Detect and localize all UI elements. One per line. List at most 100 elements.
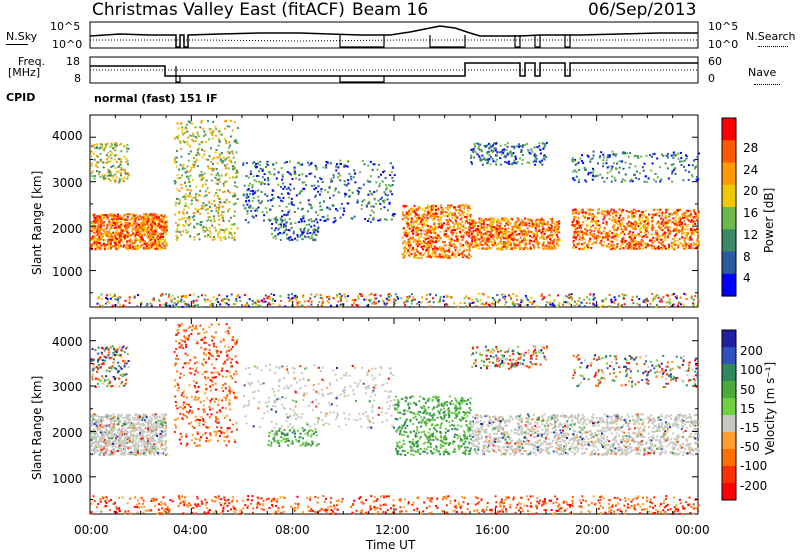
power-cell <box>510 155 513 158</box>
power-cell <box>511 229 514 232</box>
power-cell <box>489 232 492 235</box>
power-cell <box>263 214 266 217</box>
power-cell <box>532 235 535 238</box>
power-cell <box>110 234 113 237</box>
power-cell <box>678 224 681 227</box>
power-cell <box>218 153 221 156</box>
power-cell <box>144 217 147 220</box>
power-cell <box>515 227 518 230</box>
power-cell <box>514 238 517 241</box>
power-cell <box>607 154 610 157</box>
power-cell <box>427 248 430 251</box>
power-cell <box>674 220 677 223</box>
power-cell <box>252 193 255 196</box>
power-cell <box>431 239 433 242</box>
power-cell <box>124 229 127 232</box>
power-cell <box>661 229 664 232</box>
power-cell <box>415 243 418 246</box>
power-cell <box>255 303 258 306</box>
power-cell <box>119 226 122 229</box>
power-cell <box>221 218 224 221</box>
power-cell <box>98 217 101 220</box>
power-cell <box>218 180 221 183</box>
power-cell <box>498 225 501 228</box>
power-cell <box>608 211 611 214</box>
power-cell <box>224 190 226 193</box>
power-cell <box>532 244 535 246</box>
power-cell <box>317 227 320 230</box>
power-cell <box>411 228 414 231</box>
power-cell <box>389 185 392 187</box>
power-cell <box>229 119 232 122</box>
power-cell <box>152 216 155 219</box>
power-cell <box>695 230 698 233</box>
power-cell <box>592 218 594 220</box>
power-cell <box>418 252 420 255</box>
power-cell <box>503 218 506 221</box>
power-cell <box>139 235 142 238</box>
power-cell <box>538 229 541 232</box>
power-cell <box>93 232 96 234</box>
power-cell <box>224 180 227 183</box>
power-cell <box>611 232 614 235</box>
power-cell <box>676 222 678 225</box>
power-cell <box>463 211 466 214</box>
power-cell <box>508 223 511 226</box>
power-cell <box>370 192 373 195</box>
power-cell <box>189 134 192 137</box>
power-cell <box>346 299 348 302</box>
power-cell <box>478 217 481 220</box>
power-cell <box>310 225 313 228</box>
power-cell <box>142 217 145 220</box>
power-cell <box>302 187 305 190</box>
power-cell <box>164 220 167 223</box>
power-cell <box>510 151 513 154</box>
power-cell <box>402 205 405 208</box>
power-cell <box>674 172 677 175</box>
power-cell <box>590 216 593 219</box>
power-cell <box>683 219 686 222</box>
power-cell <box>255 214 258 217</box>
power-cell <box>473 142 476 145</box>
power-cell <box>231 165 234 168</box>
power-cell <box>96 238 99 241</box>
power-cell <box>597 220 600 222</box>
power-cell <box>573 159 576 162</box>
power-cell <box>492 228 495 231</box>
power-cell <box>118 143 121 146</box>
power-cell <box>93 239 96 242</box>
power-cell <box>401 213 404 216</box>
power-cell <box>685 234 687 237</box>
power-cell <box>94 229 97 232</box>
power-cell <box>599 226 602 229</box>
power-cell <box>254 165 257 168</box>
power-cell <box>662 296 665 299</box>
power-cell <box>611 219 614 222</box>
power-cell <box>573 246 576 249</box>
power-cell <box>688 170 691 173</box>
power-cell <box>477 225 480 228</box>
power-cell <box>408 251 411 254</box>
power-cell <box>116 220 118 223</box>
power-cell <box>174 137 177 140</box>
power-cell <box>313 188 316 191</box>
power-cell <box>257 304 260 307</box>
power-cell <box>98 229 101 232</box>
power-cell <box>452 211 455 214</box>
power-cell <box>501 234 504 236</box>
power-cell <box>321 208 323 211</box>
power-cell <box>412 222 415 225</box>
power-cell <box>414 240 417 243</box>
power-cell <box>146 221 149 224</box>
freq-tick-bottom: 8 <box>74 72 81 85</box>
power-cell <box>155 230 158 233</box>
power-cell <box>364 218 367 221</box>
power-cell <box>615 168 618 171</box>
power-cell <box>455 220 458 223</box>
power-cell <box>137 234 139 237</box>
power-cell <box>309 232 312 234</box>
power-cell <box>280 221 283 224</box>
power-cell <box>513 221 516 224</box>
power-cell <box>310 237 313 240</box>
power-cell <box>682 179 685 182</box>
